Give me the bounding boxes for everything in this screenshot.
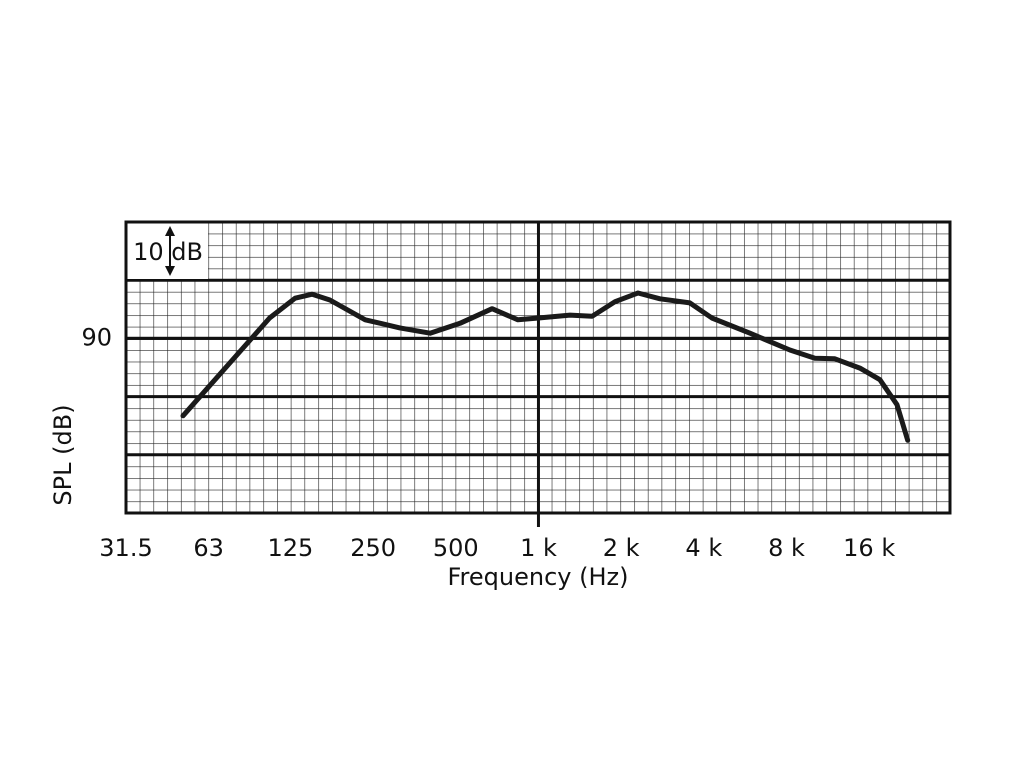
y-tick-label: 90 — [81, 323, 112, 351]
major-grid — [126, 222, 950, 527]
plot-frame — [124, 220, 952, 515]
scale-box: 10 dB — [127, 223, 208, 279]
x-tick-label: 1 k — [520, 534, 557, 562]
x-tick-label: 31.5 — [99, 534, 152, 562]
y-axis-title: SPL (dB) — [49, 404, 77, 505]
x-tick-label: 250 — [350, 534, 396, 562]
x-tick-label: 2 k — [603, 534, 640, 562]
curves — [180, 290, 911, 443]
x-tick-label: 4 k — [685, 534, 722, 562]
x-tick-label: 63 — [193, 534, 224, 562]
x-tick-label: 16 k — [843, 534, 895, 562]
x-tick-label: 500 — [433, 534, 479, 562]
x-axis-title: Frequency (Hz) — [448, 563, 629, 591]
response-curve — [180, 290, 911, 443]
scale-annotation: 10 dB — [133, 238, 203, 266]
x-tick-label: 8 k — [768, 534, 805, 562]
x-tick-label: 125 — [268, 534, 314, 562]
